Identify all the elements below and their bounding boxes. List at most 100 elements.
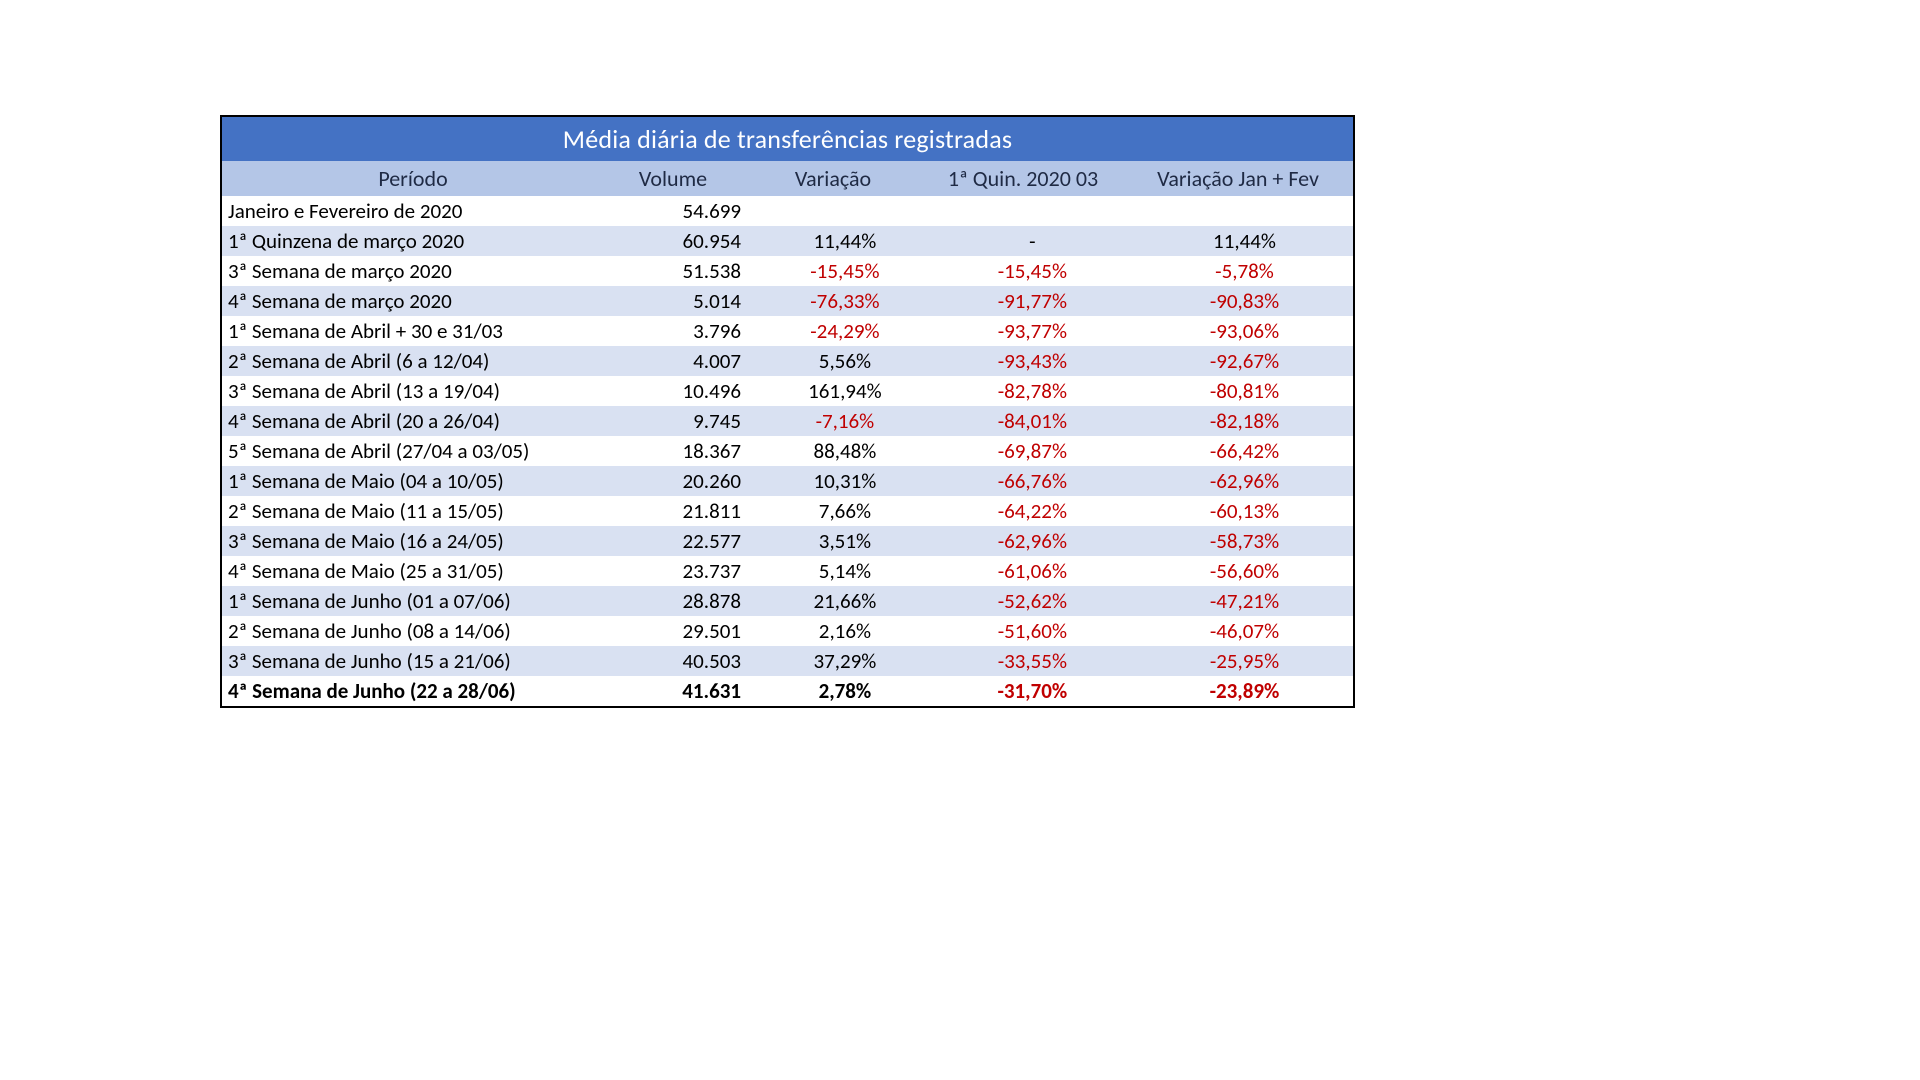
cell-janfev: -62,96% <box>1136 468 1353 494</box>
cell-periodo: 3ª Semana de Maio (16 a 24/05) <box>222 528 593 554</box>
col-header-periodo: Período <box>222 165 598 192</box>
cell-quin: -66,76% <box>929 468 1136 494</box>
table-row: 1ª Semana de Maio (04 a 10/05)20.26010,3… <box>222 466 1353 496</box>
table-row: 3ª Semana de março 202051.538-15,45%-15,… <box>222 256 1353 286</box>
cell-quin: -51,60% <box>929 618 1136 644</box>
cell-periodo: 2ª Semana de Maio (11 a 15/05) <box>222 498 593 524</box>
cell-quin: -93,43% <box>929 348 1136 374</box>
cell-volume: 60.954 <box>593 228 761 254</box>
cell-quin: -62,96% <box>929 528 1136 554</box>
cell-periodo: 1ª Semana de Abril + 30 e 31/03 <box>222 318 593 344</box>
col-header-volume: Volume <box>598 165 748 192</box>
cell-janfev: -92,67% <box>1136 348 1353 374</box>
cell-periodo: 1ª Semana de Junho (01 a 07/06) <box>222 588 593 614</box>
cell-variacao: 10,31% <box>761 468 929 494</box>
table-row: 3ª Semana de Abril (13 a 19/04)10.496161… <box>222 376 1353 406</box>
table-row: 4ª Semana de Maio (25 a 31/05)23.7375,14… <box>222 556 1353 586</box>
cell-quin <box>929 198 1136 224</box>
cell-periodo: 2ª Semana de Junho (08 a 14/06) <box>222 618 593 644</box>
cell-periodo: 3ª Semana de Junho (15 a 21/06) <box>222 648 593 674</box>
cell-quin: - <box>929 228 1136 254</box>
cell-periodo: 3ª Semana de Abril (13 a 19/04) <box>222 378 593 404</box>
cell-variacao: 3,51% <box>761 528 929 554</box>
cell-variacao: 2,78% <box>761 678 929 704</box>
cell-variacao: 7,66% <box>761 498 929 524</box>
table-row: 1ª Quinzena de março 202060.95411,44%-11… <box>222 226 1353 256</box>
col-header-quin: 1ª Quin. 2020 03 <box>918 165 1128 192</box>
cell-janfev: -56,60% <box>1136 558 1353 584</box>
cell-quin: -91,77% <box>929 288 1136 314</box>
cell-variacao: -15,45% <box>761 258 929 284</box>
table-row: 2ª Semana de Maio (11 a 15/05)21.8117,66… <box>222 496 1353 526</box>
cell-volume: 4.007 <box>593 348 761 374</box>
cell-variacao: 161,94% <box>761 378 929 404</box>
cell-janfev: -46,07% <box>1136 618 1353 644</box>
cell-janfev: -90,83% <box>1136 288 1353 314</box>
cell-periodo: 4ª Semana de Junho (22 a 28/06) <box>222 678 593 704</box>
cell-variacao: 5,14% <box>761 558 929 584</box>
cell-janfev: -80,81% <box>1136 378 1353 404</box>
cell-janfev: -47,21% <box>1136 588 1353 614</box>
cell-periodo: 5ª Semana de Abril (27/04 a 03/05) <box>222 438 593 464</box>
table-row: 2ª Semana de Junho (08 a 14/06)29.5012,1… <box>222 616 1353 646</box>
cell-variacao: -24,29% <box>761 318 929 344</box>
cell-volume: 9.745 <box>593 408 761 434</box>
cell-periodo: 4ª Semana de março 2020 <box>222 288 593 314</box>
table-body: Janeiro e Fevereiro de 202054.6991ª Quin… <box>222 196 1353 706</box>
table-row: 3ª Semana de Junho (15 a 21/06)40.50337,… <box>222 646 1353 676</box>
table-row: 1ª Semana de Abril + 30 e 31/033.796-24,… <box>222 316 1353 346</box>
cell-quin: -61,06% <box>929 558 1136 584</box>
cell-janfev: -58,73% <box>1136 528 1353 554</box>
cell-periodo: 2ª Semana de Abril (6 a 12/04) <box>222 348 593 374</box>
cell-variacao: -76,33% <box>761 288 929 314</box>
cell-janfev: -93,06% <box>1136 318 1353 344</box>
cell-variacao: -7,16% <box>761 408 929 434</box>
cell-periodo: 1ª Semana de Maio (04 a 10/05) <box>222 468 593 494</box>
cell-quin: -52,62% <box>929 588 1136 614</box>
cell-quin: -33,55% <box>929 648 1136 674</box>
cell-volume: 21.811 <box>593 498 761 524</box>
cell-janfev <box>1136 198 1353 224</box>
cell-periodo: Janeiro e Fevereiro de 2020 <box>222 198 593 224</box>
cell-quin: -93,77% <box>929 318 1136 344</box>
cell-volume: 28.878 <box>593 588 761 614</box>
cell-variacao <box>761 198 929 224</box>
cell-janfev: -23,89% <box>1136 678 1353 704</box>
cell-volume: 3.796 <box>593 318 761 344</box>
cell-quin: -64,22% <box>929 498 1136 524</box>
cell-variacao: 5,56% <box>761 348 929 374</box>
cell-quin: -31,70% <box>929 678 1136 704</box>
transfers-table: Média diária de transferências registrad… <box>220 115 1355 708</box>
cell-volume: 41.631 <box>593 678 761 704</box>
cell-janfev: -60,13% <box>1136 498 1353 524</box>
table-row: 3ª Semana de Maio (16 a 24/05)22.5773,51… <box>222 526 1353 556</box>
cell-quin: -69,87% <box>929 438 1136 464</box>
cell-periodo: 3ª Semana de março 2020 <box>222 258 593 284</box>
cell-variacao: 21,66% <box>761 588 929 614</box>
cell-variacao: 2,16% <box>761 618 929 644</box>
table-row: 2ª Semana de Abril (6 a 12/04)4.0075,56%… <box>222 346 1353 376</box>
cell-periodo: 4ª Semana de Abril (20 a 26/04) <box>222 408 593 434</box>
cell-volume: 10.496 <box>593 378 761 404</box>
cell-volume: 22.577 <box>593 528 761 554</box>
table-row: 4ª Semana de março 20205.014-76,33%-91,7… <box>222 286 1353 316</box>
cell-janfev: -82,18% <box>1136 408 1353 434</box>
cell-janfev: -66,42% <box>1136 438 1353 464</box>
cell-volume: 54.699 <box>593 198 761 224</box>
cell-volume: 5.014 <box>593 288 761 314</box>
table-row: Janeiro e Fevereiro de 202054.699 <box>222 196 1353 226</box>
cell-volume: 40.503 <box>593 648 761 674</box>
cell-periodo: 1ª Quinzena de março 2020 <box>222 228 593 254</box>
cell-quin: -82,78% <box>929 378 1136 404</box>
table-row: 4ª Semana de Abril (20 a 26/04)9.745-7,1… <box>222 406 1353 436</box>
cell-janfev: 11,44% <box>1136 228 1353 254</box>
col-header-variacao: Variação <box>748 165 918 192</box>
table-row: 4ª Semana de Junho (22 a 28/06)41.6312,7… <box>222 676 1353 706</box>
cell-janfev: -25,95% <box>1136 648 1353 674</box>
table-row: 5ª Semana de Abril (27/04 a 03/05)18.367… <box>222 436 1353 466</box>
cell-quin: -84,01% <box>929 408 1136 434</box>
cell-quin: -15,45% <box>929 258 1136 284</box>
cell-volume: 18.367 <box>593 438 761 464</box>
cell-volume: 29.501 <box>593 618 761 644</box>
col-header-janfev: Variação Jan + Fev <box>1128 165 1348 192</box>
